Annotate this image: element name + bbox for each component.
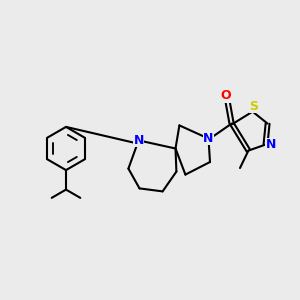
Text: N: N bbox=[266, 138, 276, 151]
Text: O: O bbox=[220, 89, 231, 103]
Text: N: N bbox=[134, 134, 144, 147]
Text: N: N bbox=[203, 132, 214, 145]
Text: S: S bbox=[250, 100, 259, 113]
